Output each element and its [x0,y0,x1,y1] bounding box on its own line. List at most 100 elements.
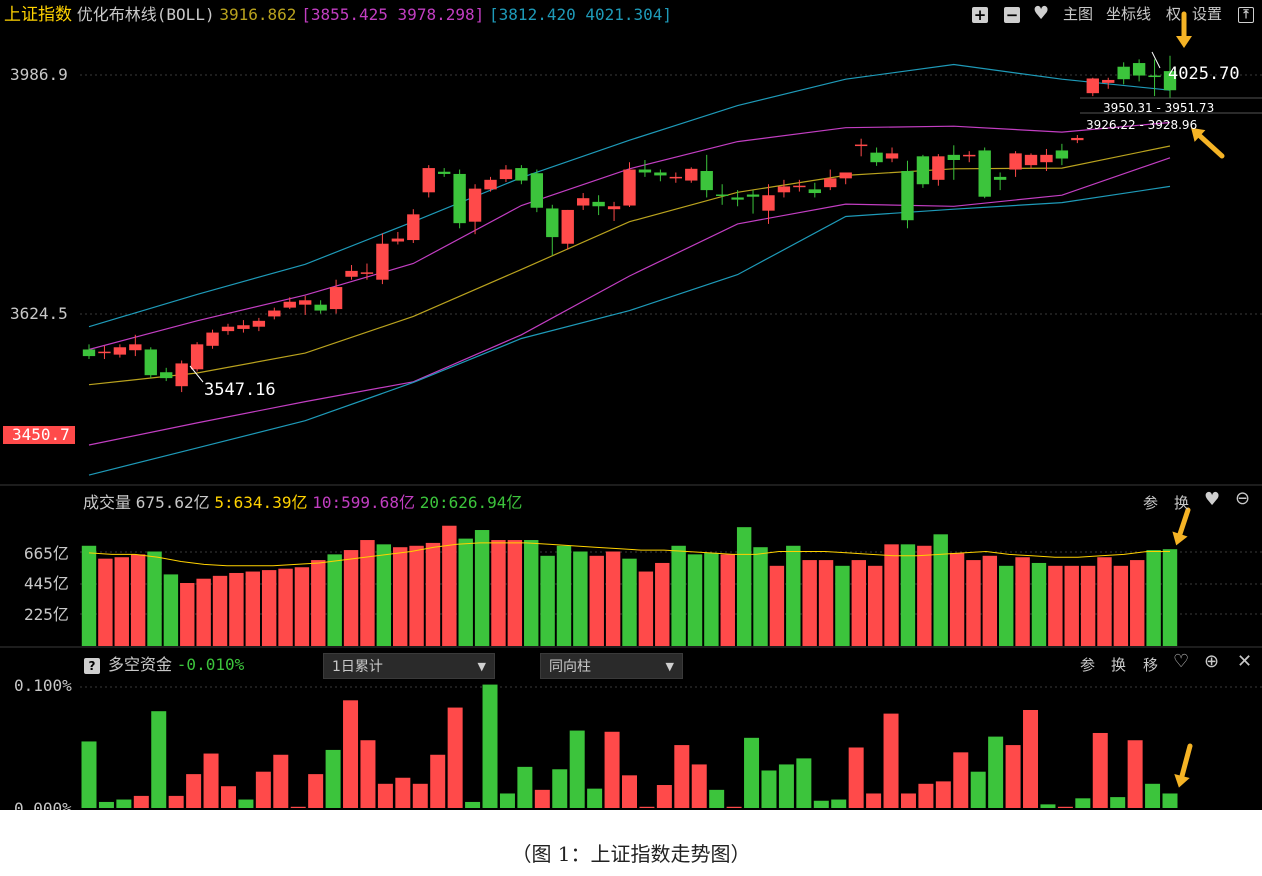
candle [160,367,173,382]
boll-bands [88,63,1171,476]
candle-body [546,208,559,238]
volume-bar [180,583,195,646]
volume-switch-button[interactable]: 换 [1174,494,1190,512]
boll-outer-upper-line [88,63,1171,328]
favorite-heart-icon[interactable]: ♥ [1033,3,1050,24]
fund-bar [796,758,812,808]
boll-inner-value: [3855.425 3978.298] [301,5,485,24]
fund-bar [848,747,864,808]
fund-bar [447,707,463,808]
volume-zoom-icon[interactable]: ⊖ [1235,488,1251,509]
maximize-icon[interactable]: ⤒ [1238,7,1254,23]
candle [546,204,559,256]
high-annotation: 4025.70 [1168,64,1240,84]
candle-body [268,310,281,317]
volume-bar [720,554,735,646]
fund-bar [360,740,376,808]
candle-body [160,372,173,379]
close-icon[interactable]: ✕ [1237,651,1253,672]
fund-bar [255,771,271,808]
fund-param-button[interactable]: 参 [1080,656,1096,674]
volume-bar [933,534,948,646]
candle-body [901,171,914,221]
candle [592,195,605,216]
volume-bar [1015,557,1030,646]
candle-body [932,156,945,180]
main-chart-button[interactable]: 主图 [1063,5,1094,23]
candle-body [731,197,744,200]
fund-bar [866,793,882,808]
fund-bar [482,684,498,808]
annotations [189,11,1225,788]
candle [623,162,636,207]
volume-param-button[interactable]: 参 [1143,494,1159,512]
stock-terminal: 上证指数 优化布林线(BOLL) 3916.862 [3855.425 3978… [0,0,1262,810]
fund-bar [569,730,585,808]
highlight-arrow-volume-head [1172,531,1188,546]
candle [607,201,621,221]
candle [190,342,204,372]
candle-body [870,152,883,163]
candle [329,279,343,314]
volume-bar [982,555,998,646]
volume-bar [294,567,310,646]
fund-bar [953,752,969,808]
candle [870,147,883,166]
volume-bar [1031,562,1047,646]
volume-bar [753,547,768,646]
boll-mid-value: 3916.862 [219,5,297,24]
volume-bar [229,572,244,646]
highlight-arrow-band [1197,133,1225,159]
candle [484,176,497,192]
candle-body [1117,66,1130,80]
candle-body [700,171,713,191]
candle-body [499,169,513,180]
y-label-mid: 3624.5 [10,304,68,323]
mode-dropdown[interactable]: 同向柱 ▼ [540,653,683,679]
fund-move-button[interactable]: 移 [1143,656,1159,674]
zoom-out-icon[interactable]: − [1004,6,1020,24]
volume-favorite-icon[interactable]: ♥ [1204,489,1221,510]
candle [422,165,435,198]
candle-body [407,214,420,241]
fund-y-label-top: 0.100% [14,676,72,695]
fund-favorite-icon[interactable]: ♡ [1173,651,1190,672]
period-dropdown[interactable]: 1日累计 ▼ [323,653,495,679]
fund-zoom-icon[interactable]: ⊕ [1204,651,1220,672]
candle-body [221,326,235,332]
help-icon[interactable]: ? [84,658,100,674]
fund-switch-button[interactable]: 换 [1111,656,1127,674]
rights-button[interactable]: 权 [1166,5,1182,23]
fund-bar [203,753,219,808]
fund-bar [656,785,672,808]
settings-button[interactable]: 设置 [1192,5,1223,23]
candle-body [576,198,590,206]
fund-bar [273,754,289,808]
chart-canvas [0,11,1262,808]
candle-body [314,304,327,311]
volume-bar [999,565,1014,646]
fund-bar [81,741,97,808]
current-price-tag: 3450.7 [3,426,75,444]
zoom-in-icon[interactable]: + [972,6,988,24]
indicator-name[interactable]: 优化布林线(BOLL) [76,5,215,24]
candle [237,320,250,333]
volume-title: 成交量 [83,493,132,512]
fund-bar [1075,798,1091,808]
candle-body [685,168,698,181]
boll-outer-value: [3812.420 4021.304] [489,5,673,24]
fund-bar [604,731,620,808]
candle [1071,135,1084,144]
candle [916,154,930,188]
candle-body [113,347,127,355]
volume-ma-line [88,542,1170,567]
volume-bar [392,547,408,646]
axis-line-button[interactable]: 坐标线 [1106,5,1152,23]
candlesticks [82,55,1177,393]
candle-body [592,201,605,207]
fund-bar [308,774,324,808]
mode-dropdown-value: 同向柱 [549,659,591,675]
candle [777,179,791,198]
fund-bar [726,806,742,808]
candle-body [144,349,157,376]
